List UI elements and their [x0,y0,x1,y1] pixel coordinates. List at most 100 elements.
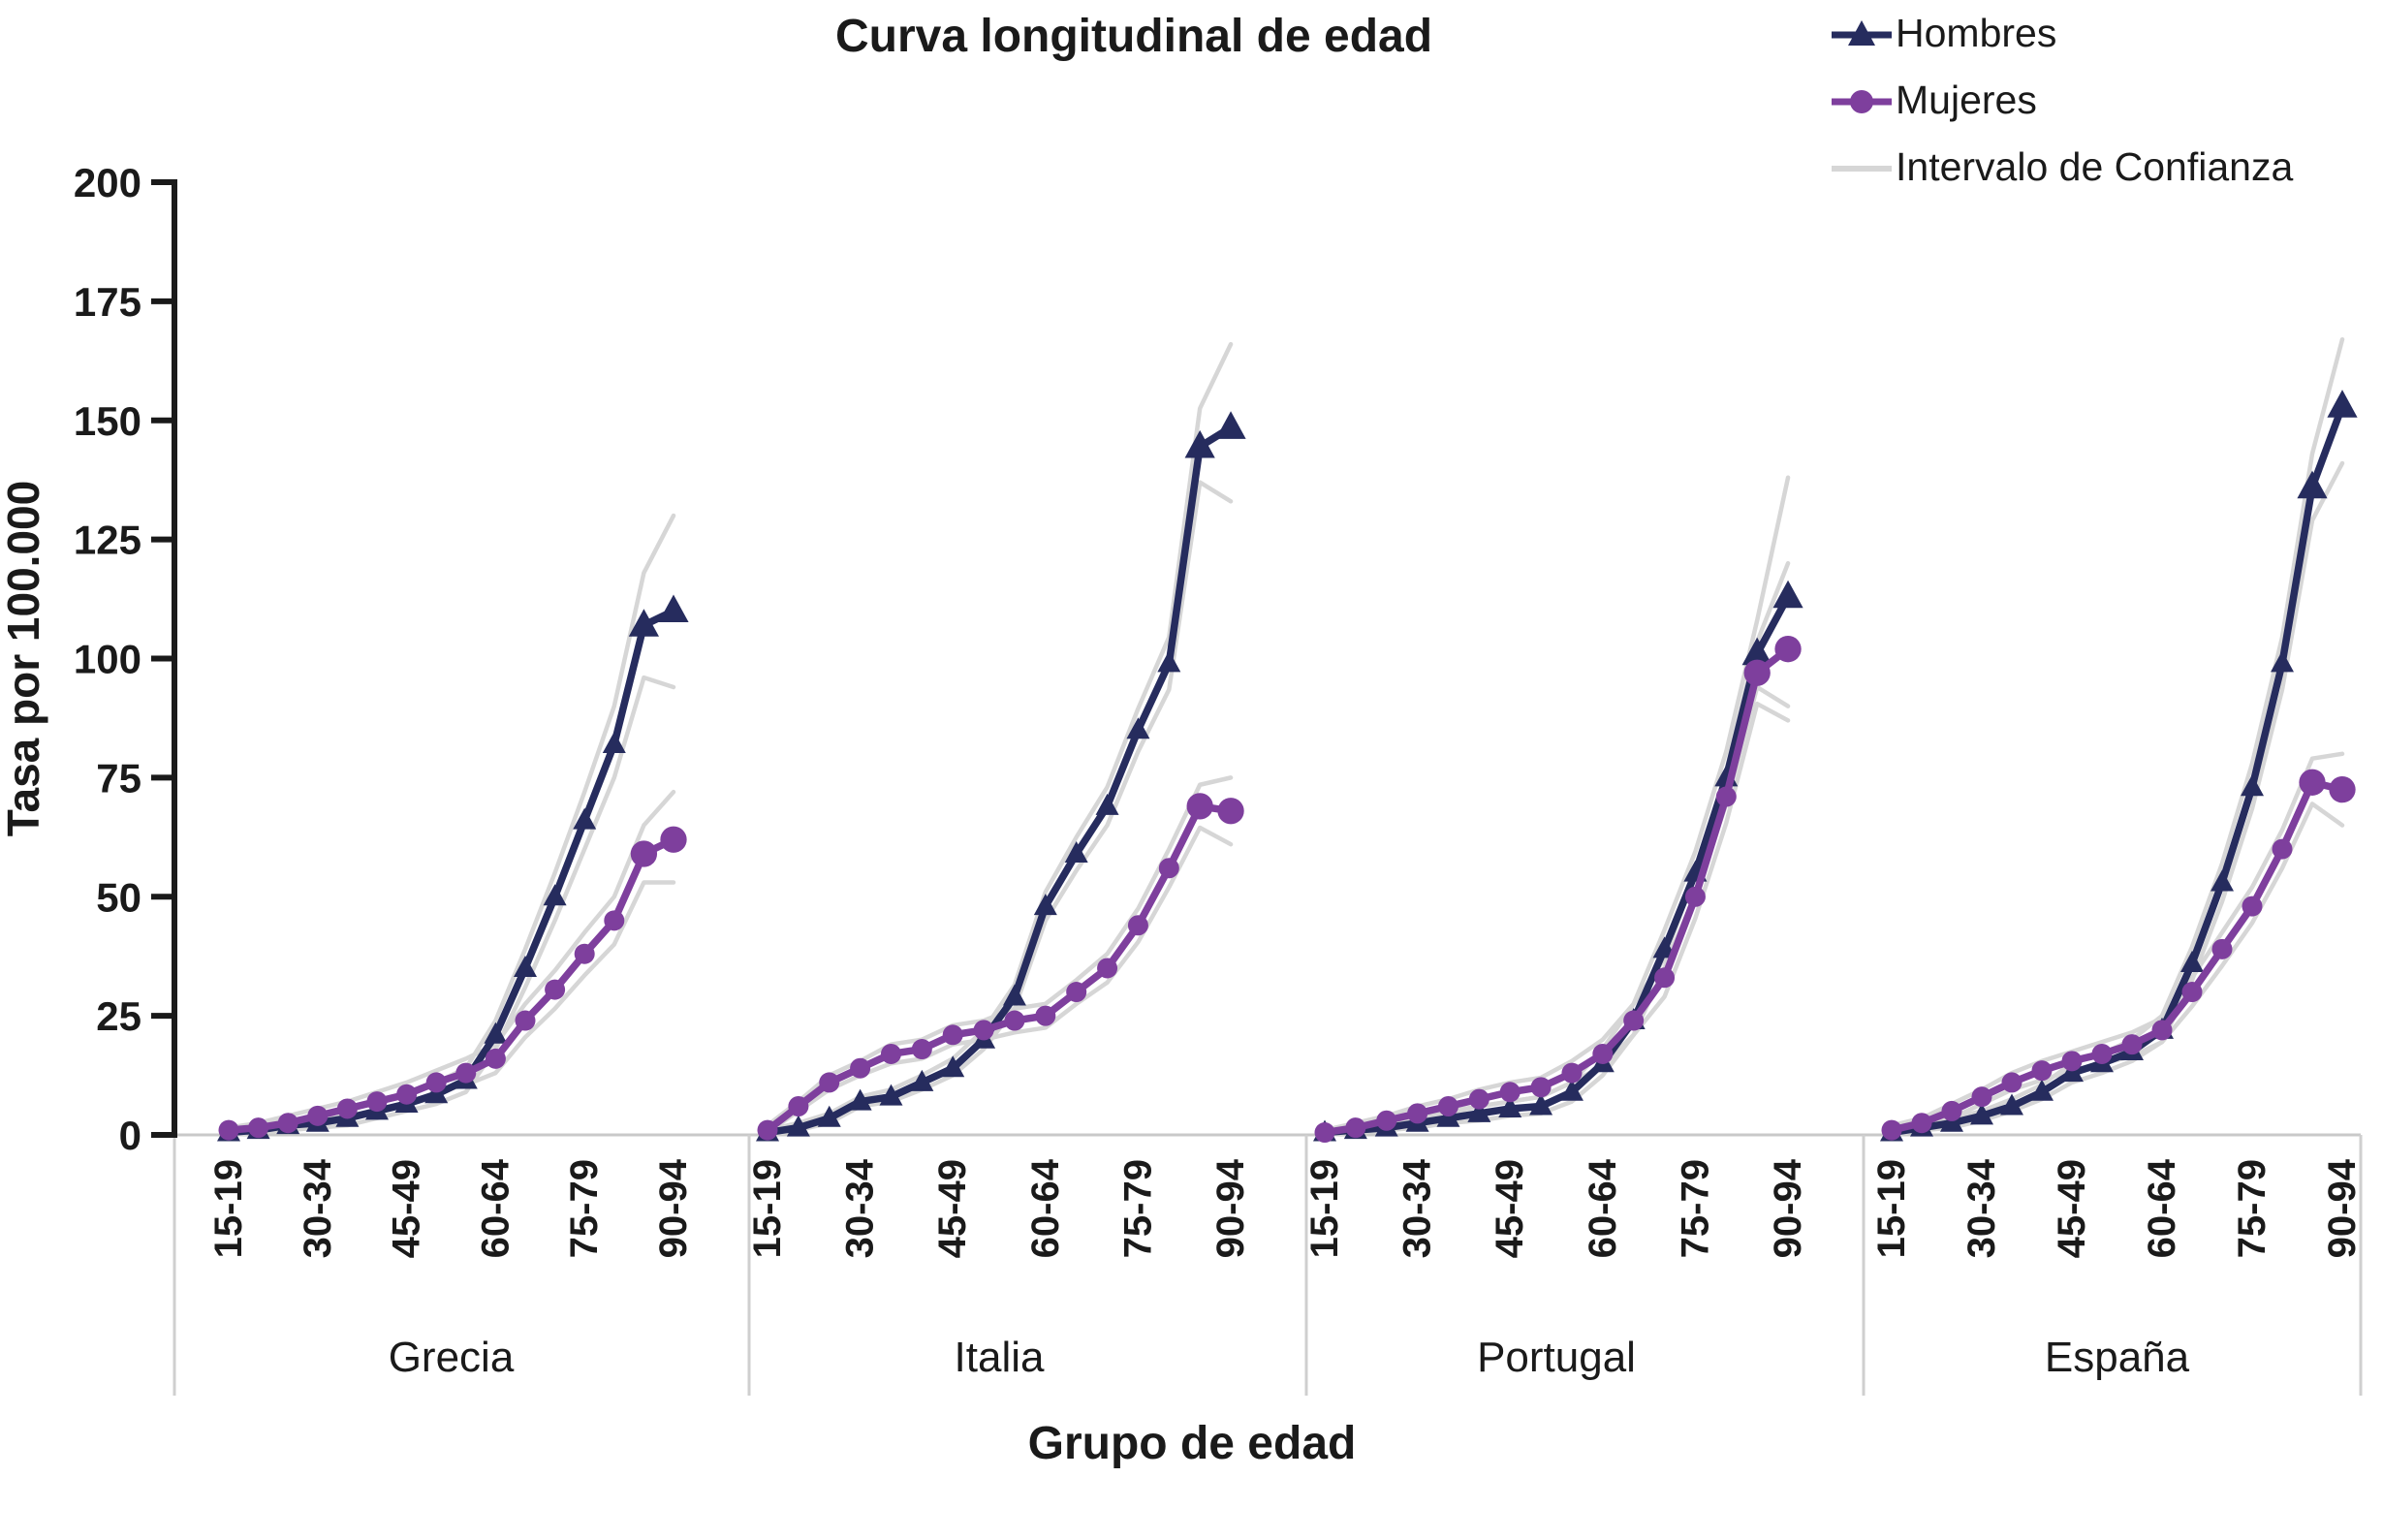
x-axis-tick-label: 30-34 [839,1158,882,1258]
x-axis-tick-label: 75-79 [1674,1159,1716,1258]
y-axis-tick-label: 50 [96,874,141,920]
mujeres-circle-marker [2001,1072,2022,1093]
hombres-triangle-marker [1095,793,1119,815]
mujeres-circle-marker [1186,793,1213,820]
legend-label-hombres: Hombres [1896,11,2057,55]
mujeres-circle-marker [1941,1100,1962,1121]
mujeres-circle-marker [1774,636,1802,663]
x-axis-tick-label: 60-64 [474,1158,517,1258]
mujeres-circle-marker [911,1039,932,1060]
mujeres-circle-marker [2151,1020,2173,1041]
x-axis-tick-label: 15-19 [207,1159,250,1258]
ci-lower-mujeres-italia [765,825,1234,1135]
mujeres-circle-marker [2181,982,2203,1003]
legend-item-mujeres: Mujeres [1830,67,2293,134]
y-axis-tick-label: 0 [119,1113,141,1158]
x-axis-tick-label: 75-79 [563,1159,606,1258]
hombres-triangle-marker [848,1088,872,1111]
mujeres-circle-marker [1437,1096,1458,1117]
mujeres-circle-marker [396,1084,418,1105]
ci-upper-mujeres-espana [1889,751,2345,1128]
hombres-triangle-marker [628,609,659,637]
ci-lower-hombres-espana [1889,460,2345,1138]
hombres-triangle-marker [1559,1079,1583,1101]
hombres-triangle-marker [1184,429,1215,458]
legend-item-intervalo: Intervalo de Confianza [1830,134,2293,201]
mujeres-circle-marker [1881,1119,1902,1141]
legend-label-intervalo: Intervalo de Confianza [1896,144,2294,189]
hombres-triangle-marker [1064,841,1088,864]
mujeres-circle-marker [2031,1060,2053,1082]
hombres-triangle-marker [879,1084,903,1106]
series-markers-hombres-grecia [217,594,689,1142]
mujeres-circle-marker [277,1113,298,1134]
mujeres-circle-marker [1623,1010,1645,1031]
legend: Hombres Mujeres Intervalo de Confianza [1830,0,2293,201]
ci-upper-mujeres-grecia [226,789,676,1130]
x-axis-tick-label: 45-49 [386,1159,428,1258]
x-axis-tick-label: 60-64 [1582,1158,1624,1258]
mujeres-circle-marker [880,1043,901,1064]
hombres-triangle-marker [1215,411,1246,439]
mujeres-circle-marker [1654,967,1676,989]
x-axis-tick-label: 15-19 [1303,1159,1346,1258]
series-line-hombres-grecia [225,607,677,1137]
x-axis-tick-label: 15-19 [746,1159,789,1258]
mujeres-circle-marker [545,979,566,1000]
hombres-triangle-marker [658,594,689,623]
mujeres-circle-marker [515,1010,536,1031]
mujeres-circle-marker [942,1024,963,1046]
x-axis-title: Grupo de edad [1028,1418,1357,1469]
x-axis-tick-label: 45-49 [931,1159,974,1258]
x-axis-tick-label: 90-94 [1209,1158,1252,1258]
mujeres-circle-icon [1832,89,1892,113]
hombres-triangle-marker [1741,637,1772,666]
mujeres-circle-marker [574,943,595,964]
mujeres-circle-marker [2299,769,2326,796]
panel-portugal: 15-19 30-34 45-49 60-64 75-79 90-94 Portugal [1303,475,1809,1381]
x-axis-tick-label: 90-94 [2321,1158,2364,1258]
hombres-triangle-marker [786,1115,810,1137]
hombres-triangle-marker [2000,1093,2023,1116]
mujeres-circle-marker [660,826,687,853]
hombres-triangle-marker [543,884,567,906]
x-axis-tick-label: 60-64 [1024,1158,1067,1258]
panel-label-portugal: Portugal [1477,1334,1636,1381]
panel-italia: 15-19 30-34 45-49 60-64 75-79 90-94 Italia [746,341,1252,1381]
y-axis-tick-label: 100 [74,637,141,682]
ci-upper-hombres-espana [1889,336,2345,1133]
hombres-triangle-marker [573,807,597,830]
mujeres-circle-marker [1127,915,1148,936]
ci-upper-mujeres-italia [765,775,1234,1128]
mujeres-circle-marker [1158,858,1179,879]
series-line-mujeres-grecia [225,835,677,1134]
hombres-triangle-marker [1529,1093,1553,1116]
panel-label-italia: Italia [955,1334,1045,1381]
hombres-triangle-marker [910,1069,934,1091]
hombres-triangle-marker [2180,951,2204,973]
mujeres-circle-marker [248,1117,269,1139]
mujeres-circle-marker [1217,798,1244,825]
hombres-triangle-marker [2211,869,2234,892]
y-axis-tick-label: 75 [96,755,141,801]
x-axis-tick-label: 15-19 [1870,1159,1913,1258]
mujeres-circle-marker [425,1072,447,1093]
ci-lower-hombres-grecia [226,675,676,1138]
mujeres-circle-marker [1561,1062,1583,1084]
mujeres-circle-marker [1530,1077,1552,1098]
mujeres-circle-marker [336,1098,358,1119]
panel-espana: 15-19 30-34 45-49 60-64 75-79 90-94 España [1870,336,2364,1381]
series-markers-mujeres-grecia [218,826,687,1141]
hombres-triangle-marker [941,1055,965,1078]
hombres-triangle-marker [1157,650,1181,673]
mujeres-circle-marker [2272,838,2293,860]
hombres-triangle-marker [2271,650,2294,673]
hombres-triangle-marker [514,955,537,977]
mujeres-circle-marker [819,1072,840,1093]
mujeres-circle-marker [307,1105,329,1126]
mujeres-circle-marker [850,1057,871,1079]
mujeres-circle-marker [1592,1043,1614,1064]
mujeres-circle-marker [1468,1088,1489,1110]
series-markers-hombres-espana [1880,390,2358,1142]
